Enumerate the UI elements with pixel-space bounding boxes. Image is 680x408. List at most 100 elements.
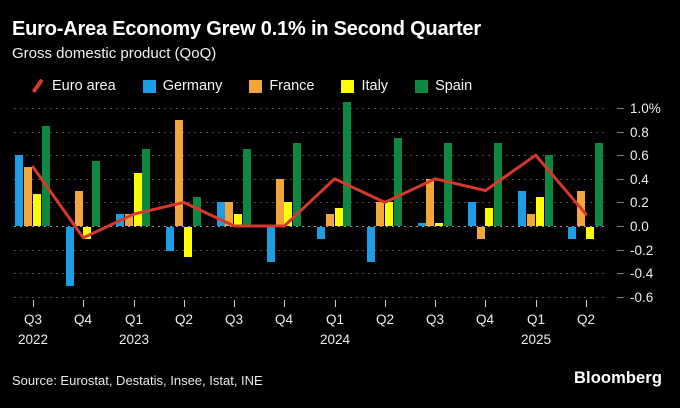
y-axis-tick--0.4 xyxy=(617,273,624,274)
bar-spain-q1-2023 xyxy=(142,149,151,226)
bar-italy-q2-2023 xyxy=(183,227,192,257)
x-axis-tick-q3-2022 xyxy=(33,300,34,307)
bar-italy-q4-2022 xyxy=(83,227,92,239)
y-axis-label--0.4: -0.4 xyxy=(630,266,654,281)
bar-france-q4-2024 xyxy=(476,227,485,239)
bar-france-q3-2023 xyxy=(225,202,234,226)
x-axis-label-q2-2023: Q2 xyxy=(174,312,193,327)
x-axis-year-label-2025: 2025 xyxy=(520,332,552,347)
bar-france-q1-2025 xyxy=(526,214,535,226)
legend-label-italy: Italy xyxy=(361,78,389,94)
x-axis-label-q3-2022: Q3 xyxy=(23,312,42,327)
gridline--0.6 xyxy=(14,297,608,298)
y-axis-label-0.6: 0.6 xyxy=(630,148,649,163)
y-axis-label-0.8: 0.8 xyxy=(630,125,649,140)
bar-italy-q3-2024 xyxy=(435,222,444,226)
legend-label-france: France xyxy=(269,78,315,94)
x-axis-tick-q2-2024 xyxy=(385,300,386,307)
gridline--0.2 xyxy=(14,250,608,251)
bar-germany-q3-2023 xyxy=(216,202,225,226)
gridline-0.0 xyxy=(14,226,608,227)
y-axis-label--0.6: -0.6 xyxy=(630,290,654,305)
y-axis-tick-0.8 xyxy=(617,132,624,133)
y-axis-tick--0.2 xyxy=(617,250,624,251)
x-axis-tick-q3-2023 xyxy=(234,300,235,307)
bar-spain-q4-2024 xyxy=(494,143,503,226)
y-axis-tick-0.6 xyxy=(617,155,624,156)
gridline-0.4 xyxy=(14,179,608,180)
legend-label-spain: Spain xyxy=(435,78,473,94)
x-axis-label-q1-2024: Q1 xyxy=(325,312,344,327)
legend-label-euro-area: Euro area xyxy=(52,78,116,94)
bar-france-q1-2023 xyxy=(124,214,133,226)
bar-germany-q4-2022 xyxy=(65,227,74,286)
gridline-1.0 xyxy=(14,108,608,109)
x-axis-year-label-2023: 2023 xyxy=(118,332,150,347)
bar-spain-q3-2022 xyxy=(41,125,50,226)
bar-italy-q1-2024 xyxy=(334,208,343,226)
source-note: Source: Eurostat, Destatis, Insee, Istat… xyxy=(12,373,263,388)
legend-item-france: France xyxy=(249,78,314,94)
x-axis-label-q2-2025: Q2 xyxy=(576,312,595,327)
bar-germany-q2-2023 xyxy=(166,227,175,251)
bar-france-q2-2023 xyxy=(175,119,183,226)
x-axis-tick-q4-2022 xyxy=(83,300,84,307)
bar-spain-q3-2024 xyxy=(444,143,452,226)
bar-germany-q1-2025 xyxy=(518,190,527,226)
bar-italy-q3-2022 xyxy=(33,194,41,226)
bar-germany-q1-2024 xyxy=(317,227,325,239)
square-marker-icon-spain xyxy=(415,79,429,93)
x-axis-tick-q1-2024 xyxy=(335,300,336,307)
bar-italy-q4-2023 xyxy=(284,202,293,226)
chart-legend: Euro area Germany France Italy Spain xyxy=(30,77,472,95)
x-axis-tick-q3-2024 xyxy=(435,300,436,307)
x-axis-label-q4-2022: Q4 xyxy=(73,312,92,327)
y-axis-tick-0.4 xyxy=(617,179,624,180)
legend-item-germany: Germany xyxy=(142,78,223,94)
bar-spain-q2-2024 xyxy=(393,137,402,226)
y-axis-tick--0.6 xyxy=(617,297,624,298)
bar-italy-q4-2024 xyxy=(485,208,494,226)
legend-item-italy: Italy xyxy=(341,78,388,94)
legend-label-germany: Germany xyxy=(162,78,223,94)
bar-italy-q3-2023 xyxy=(234,214,243,226)
y-axis-tick-1.0 xyxy=(617,108,624,109)
square-marker-icon-france xyxy=(249,79,263,93)
x-axis-tick-q1-2025 xyxy=(536,300,537,307)
bar-germany-q4-2023 xyxy=(266,227,275,263)
bar-spain-q2-2025 xyxy=(594,143,603,226)
bar-spain-q2-2023 xyxy=(192,196,201,226)
bar-germany-q2-2024 xyxy=(367,227,376,263)
y-axis-label-0.0: 0.0 xyxy=(630,219,649,234)
gridline-0.8 xyxy=(14,132,608,133)
bar-italy-q2-2024 xyxy=(384,202,393,226)
x-axis-label-q2-2024: Q2 xyxy=(375,312,394,327)
x-axis-label-q1-2025: Q1 xyxy=(526,312,545,327)
chart-subtitle: Gross domestic product (QoQ) xyxy=(12,45,217,62)
bar-italy-q2-2025 xyxy=(586,227,594,239)
bar-germany-q3-2024 xyxy=(417,222,426,226)
x-axis-tick-q4-2024 xyxy=(485,300,486,307)
bar-spain-q1-2025 xyxy=(544,155,553,226)
y-axis-label-0.4: 0.4 xyxy=(630,172,649,187)
x-axis-label-q3-2024: Q3 xyxy=(425,312,444,327)
gridline-0.6 xyxy=(14,155,608,156)
bar-france-q3-2022 xyxy=(24,167,33,226)
bar-spain-q3-2023 xyxy=(242,149,251,226)
bar-france-q2-2024 xyxy=(376,202,385,226)
x-axis-year-label-2024: 2024 xyxy=(319,332,351,347)
x-axis-tick-q1-2023 xyxy=(134,300,135,307)
y-axis-tick-0.0 xyxy=(617,226,624,227)
bar-spain-q4-2022 xyxy=(92,161,101,226)
y-axis-label--0.2: -0.2 xyxy=(630,243,654,258)
square-marker-icon-italy xyxy=(341,79,355,93)
square-marker-icon-germany xyxy=(142,79,156,93)
x-axis-label-q4-2023: Q4 xyxy=(274,312,293,327)
legend-item-spain: Spain xyxy=(415,78,472,94)
x-axis-tick-q4-2023 xyxy=(284,300,285,307)
bar-spain-q1-2024 xyxy=(343,102,352,226)
bar-france-q4-2022 xyxy=(74,190,83,226)
x-axis-tick-q2-2023 xyxy=(184,300,185,307)
